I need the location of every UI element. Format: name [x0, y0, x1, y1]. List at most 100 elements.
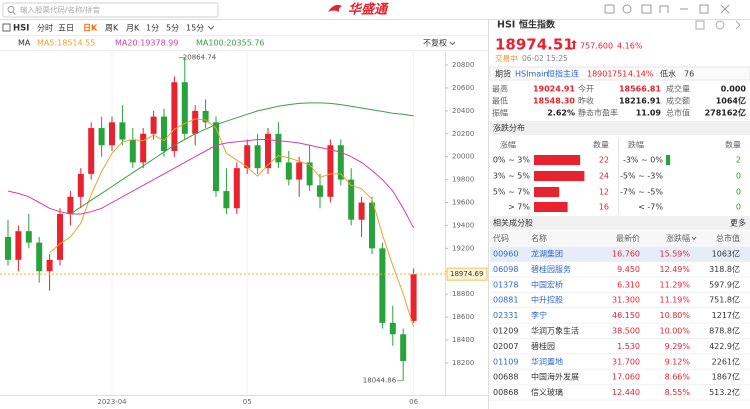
dist-range: < -7%: [638, 203, 663, 212]
period-tab[interactable]: 日K: [83, 24, 98, 33]
table-header-cell: 代码: [493, 233, 509, 243]
table-cell[interactable]: 01109: [493, 357, 518, 366]
table-header-cell: 最新价: [616, 233, 640, 243]
candle-body: [25, 231, 32, 243]
stat-label: 成交量: [666, 84, 690, 94]
table-cell: 513.2亿: [709, 387, 740, 397]
sort-arrow[interactable]: [691, 236, 697, 241]
y-tick-label: 19200: [452, 244, 474, 252]
dist-range: -3% ~ 0%: [623, 156, 663, 165]
dist-header: 数量: [725, 140, 741, 150]
table-cell[interactable]: 信义玻璃: [531, 387, 563, 397]
table-cell[interactable]: 00960: [493, 250, 518, 259]
x-tick-label: 06: [409, 398, 418, 406]
table-cell[interactable]: 中升控股: [531, 295, 563, 305]
table-cell: 31.700: [612, 357, 640, 366]
quote-change: 757.600: [580, 42, 613, 51]
icon[interactable]: [715, 20, 725, 30]
icon[interactable]: [622, 4, 632, 14]
table-cell: 6.310: [617, 280, 640, 289]
low-annotation: 18044.86: [363, 377, 397, 385]
futures-strip[interactable]: [489, 66, 750, 81]
table-cell[interactable]: 01209: [493, 327, 518, 336]
icon[interactable]: [659, 5, 669, 13]
period-tab[interactable]: 五日: [58, 24, 74, 33]
more-link[interactable]: 更多: [730, 218, 746, 228]
stat-value: 278162亿: [705, 108, 746, 118]
table-cell[interactable]: 00881: [493, 296, 518, 305]
icon[interactable]: [604, 4, 615, 14]
adjust-select[interactable]: 不复权: [423, 38, 447, 48]
table-cell[interactable]: 00868: [493, 388, 518, 397]
table-cell[interactable]: 碧桂园服务: [531, 264, 571, 274]
search-placeholder: 输入股票代码/名称/拼音: [20, 5, 101, 15]
candle-body: [161, 116, 167, 151]
candle-body: [285, 162, 292, 180]
candle-body: [98, 128, 105, 146]
futures-field: 751: [612, 70, 627, 79]
candle-body: [129, 139, 136, 163]
stat-value: 19024.91: [533, 85, 575, 94]
period-tab[interactable]: 1分: [146, 24, 159, 33]
symbol: HSI: [13, 24, 29, 34]
icon[interactable]: [720, 4, 730, 14]
period-tab[interactable]: 月K: [126, 24, 140, 33]
candle-body: [233, 168, 240, 209]
table-cell: 9.450: [617, 265, 640, 274]
x-tick-label: 2023-04: [97, 398, 127, 406]
dist-range: -5% ~ -3%: [620, 172, 663, 181]
table-cell[interactable]: 00688: [493, 373, 518, 382]
candle-body: [171, 82, 178, 151]
table-cell[interactable]: 02331: [493, 311, 518, 320]
candle-body: [57, 213, 63, 260]
period-tab[interactable]: 周K: [105, 24, 119, 33]
table-cell[interactable]: 龙湖集团: [531, 249, 563, 259]
dropdown-arrow[interactable]: [207, 25, 215, 30]
stat-value: 2.62%: [547, 109, 575, 118]
trade-time: 06-02 15:25: [522, 54, 568, 63]
futures-field: 恒指主连: [547, 69, 579, 79]
section-title: 涨跌分布: [493, 123, 525, 133]
ma-legend: MA100:20355.76: [196, 39, 265, 48]
quote-change-pct: 4.16%: [617, 42, 643, 51]
table-cell[interactable]: 06098: [493, 265, 518, 274]
table-cell: 15.59%: [659, 250, 690, 259]
period-tab[interactable]: 5分: [166, 24, 179, 33]
candle-body: [244, 145, 251, 169]
period-tab[interactable]: 15分: [186, 24, 204, 33]
dist-count: 22: [599, 156, 609, 165]
icon[interactable]: [699, 4, 709, 14]
y-tick-label: 19400: [452, 221, 474, 229]
table-cell[interactable]: 中国宏桥: [531, 279, 563, 289]
candle-body: [202, 110, 209, 123]
stat-value: 18566.81: [619, 85, 661, 94]
table-cell: 12.49%: [659, 265, 690, 274]
table-cell: 9.12%: [665, 357, 691, 366]
table-cell[interactable]: 中国海外发展: [531, 372, 579, 382]
search-box[interactable]: [2, 2, 219, 18]
dist-count: 16: [599, 203, 609, 212]
period-tab[interactable]: 分时: [37, 23, 53, 33]
y-tick-label: 19600: [452, 199, 474, 207]
stat-label: 振幅: [492, 108, 508, 118]
stat-value: 1064亿: [716, 96, 746, 106]
dist-header: 数量: [593, 140, 609, 150]
icon[interactable]: [695, 20, 705, 30]
table-cell[interactable]: 李宁: [531, 310, 547, 320]
table-cell[interactable]: 华润置地: [531, 356, 563, 366]
y-tick-label: 20000: [452, 153, 474, 161]
icon[interactable]: [641, 4, 652, 14]
candle-body: [275, 133, 282, 163]
table-cell[interactable]: 02007: [493, 342, 518, 351]
stat-label: 最高: [492, 84, 508, 94]
table-cell[interactable]: 01378: [493, 280, 518, 289]
candle-body: [306, 162, 313, 186]
icon[interactable]: [735, 20, 741, 30]
dropdown-arrow[interactable]: [449, 41, 456, 46]
candle-body: [296, 162, 303, 180]
candle-body: [77, 173, 84, 197]
table-cell[interactable]: 华润万象生活: [531, 326, 579, 336]
y-tick-label: 18600: [452, 313, 474, 321]
table-cell[interactable]: 碧桂园: [531, 341, 555, 351]
table-cell: 2261亿: [712, 356, 740, 366]
